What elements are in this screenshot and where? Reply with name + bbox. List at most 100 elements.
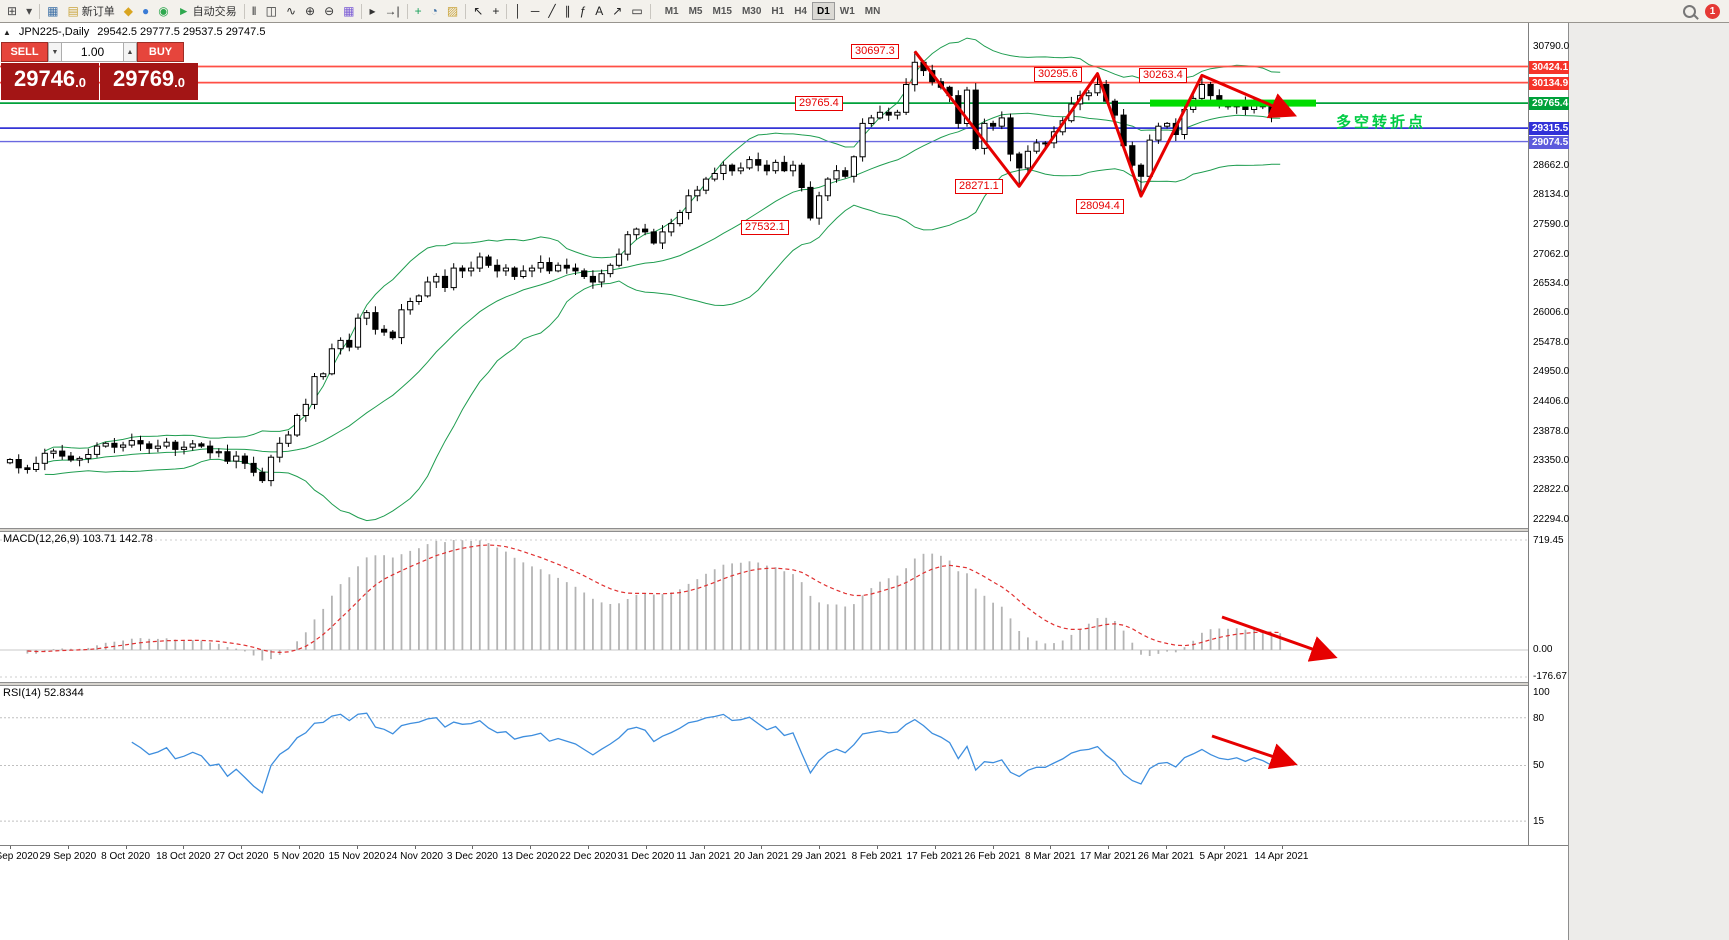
- time-label: 22 Dec 2020: [559, 851, 617, 862]
- indicators-add-icon[interactable]: +: [411, 2, 426, 21]
- collapse-trade-panel-icon[interactable]: ▲: [3, 27, 11, 37]
- market-icon[interactable]: ●: [138, 2, 153, 21]
- timeframe-h4[interactable]: H4: [789, 2, 812, 20]
- price-tick: 23878.0: [1533, 425, 1570, 437]
- bars-chart-icon[interactable]: ‖: [248, 2, 261, 21]
- timeframe-h1[interactable]: H1: [766, 2, 789, 20]
- chart-shift-icon[interactable]: →|: [381, 2, 404, 21]
- price-annotation: 29765.4: [795, 96, 843, 111]
- arrows-objects-icon: ↗: [612, 4, 623, 18]
- trendline-icon[interactable]: ╱: [544, 2, 559, 21]
- templates-icon[interactable]: ▨: [443, 2, 462, 21]
- timeframe-mn[interactable]: MN: [860, 2, 886, 20]
- rsi-axis-value: 15: [1533, 816, 1545, 827]
- time-label: 8 Feb 2021: [851, 851, 903, 862]
- line-chart-icon[interactable]: ∿: [282, 2, 300, 21]
- zoom-out-icon: ⊖: [324, 4, 335, 18]
- sell-price-value: 29746: [13, 66, 76, 91]
- volume-input[interactable]: [62, 42, 123, 62]
- time-label: 5 Apr 2021: [1199, 851, 1248, 862]
- time-label: 3 Dec 2020: [446, 851, 498, 862]
- market-icon: ●: [142, 4, 150, 18]
- tile-windows-icon[interactable]: ▦: [339, 2, 358, 21]
- time-tick: [934, 846, 936, 849]
- turning-point-label: 多空转折点: [1336, 114, 1427, 131]
- cursor-icon[interactable]: ↖: [469, 2, 487, 21]
- bars-chart-icon: ‖: [251, 4, 257, 18]
- timeframe-m1[interactable]: M1: [660, 2, 684, 20]
- price-marker: 30134.9: [1529, 76, 1569, 90]
- new-chart-icon[interactable]: ▦: [43, 2, 62, 21]
- candles-chart-icon[interactable]: ◫: [262, 2, 281, 21]
- charts-grid-icon[interactable]: ⊞: [3, 2, 21, 21]
- auto-scroll-icon: ▸: [369, 4, 376, 18]
- arrows-objects-icon[interactable]: ↗: [608, 2, 626, 21]
- charts-caret-icon[interactable]: ▾: [22, 2, 36, 21]
- volume-increase-button[interactable]: ▲: [123, 42, 137, 62]
- sell-price-display[interactable]: 29746.0: [1, 63, 99, 100]
- time-tick: [472, 846, 474, 849]
- signals-icon[interactable]: ◉: [154, 2, 172, 21]
- price-tick: 30790.0: [1533, 41, 1570, 53]
- autotrading-button[interactable]: ► 自动交易: [174, 2, 241, 21]
- buy-button[interactable]: BUY: [137, 42, 184, 62]
- zoom-in-icon[interactable]: ⊕: [301, 2, 319, 21]
- price-chart[interactable]: [0, 23, 1568, 940]
- price-annotation: 30263.4: [1139, 68, 1187, 83]
- buy-price-display[interactable]: 29769.0: [100, 63, 198, 100]
- zoom-out-icon[interactable]: ⊖: [320, 2, 338, 21]
- signals-icon: ◉: [158, 4, 169, 18]
- time-label: 26 Mar 2021: [1137, 851, 1194, 862]
- zoom-in-icon: ⊕: [305, 4, 316, 18]
- timeframe-m5[interactable]: M5: [684, 2, 708, 20]
- sell-button[interactable]: SELL: [1, 42, 48, 62]
- panel-splitter-macd[interactable]: [0, 528, 1568, 532]
- vertical-line-icon[interactable]: │: [510, 2, 526, 21]
- price-tick: 26534.0: [1533, 277, 1570, 289]
- timeframe-w1[interactable]: W1: [835, 2, 860, 20]
- timeframe-m30[interactable]: M30: [737, 2, 766, 20]
- time-tick: [588, 846, 589, 849]
- search-icon[interactable]: [1683, 4, 1696, 18]
- toolbar-separator: [39, 3, 41, 19]
- text-label-icon[interactable]: A: [591, 2, 607, 21]
- macd-axis-value: -176.67: [1533, 671, 1567, 682]
- timeframe-m15[interactable]: M15: [708, 2, 737, 20]
- one-click-trading-panel: SELL ▼ ▲ BUY 29746.0 29769.0: [1, 42, 198, 100]
- time-label: 15 Nov 2020: [328, 851, 386, 862]
- periods-icon: ◔: [430, 4, 438, 18]
- shapes-icon[interactable]: ▭: [627, 2, 646, 21]
- periods-icon[interactable]: ◔: [427, 2, 442, 21]
- fibonacci-icon[interactable]: ƒ: [576, 2, 591, 21]
- price-tick: 28134.0: [1533, 188, 1570, 200]
- new-order-button[interactable]: ▤ 新订单: [63, 2, 118, 21]
- crosshair-icon[interactable]: +: [488, 2, 503, 21]
- time-label: 17 Feb 2021: [906, 851, 963, 862]
- equidistant-channel-icon: ∥: [564, 4, 571, 18]
- time-tick: [1165, 846, 1167, 849]
- horizontal-line-icon[interactable]: ─: [527, 2, 544, 21]
- time-label: 20 Sep 2020: [0, 851, 39, 862]
- price-axis[interactable]: 30790.0 28662.0 28134.0 27590.0 27062.0 26534…: [1528, 23, 1570, 845]
- panel-splitter-rsi[interactable]: [0, 682, 1568, 686]
- expert-advisors-icon[interactable]: ◆: [120, 2, 137, 21]
- rsi-plot-layer: [0, 712, 1528, 822]
- horizontal-line-icon: ─: [530, 4, 540, 18]
- line-chart-icon: ∿: [285, 4, 297, 18]
- toolbar-right-group: 1: [1683, 3, 1726, 19]
- volume-decrease-button[interactable]: ▼: [48, 42, 62, 62]
- timeframe-d1[interactable]: D1: [812, 2, 835, 20]
- price-tick: 27590.0: [1533, 219, 1570, 231]
- charts-caret-icon: ▾: [26, 4, 33, 18]
- price-tick: 26006.0: [1533, 307, 1570, 319]
- toolbar: ⊞ ▾ ▦ ▤ 新订单 ◆ ● ◉ ► 自动交易 ‖ ◫ ∿ ⊕ ⊖ ▦ ▸ →| + ◔ ▨ ↖ + │ ─ ╱ ∥ ƒ A ↗ ▭ M1 M…: [0, 0, 1729, 23]
- chart-ohlc-values: 29542.5 29777.5 29537.5 29747.5: [97, 26, 266, 38]
- time-label: 5 Nov 2020: [273, 851, 325, 862]
- notification-badge[interactable]: 1: [1705, 3, 1720, 19]
- auto-scroll-icon[interactable]: ▸: [365, 2, 379, 21]
- equidistant-channel-icon[interactable]: ∥: [561, 2, 575, 21]
- time-label: 26 Feb 2021: [964, 851, 1021, 862]
- right-dock-area: [1568, 23, 1729, 940]
- time-label: 29 Sep 2020: [39, 851, 97, 862]
